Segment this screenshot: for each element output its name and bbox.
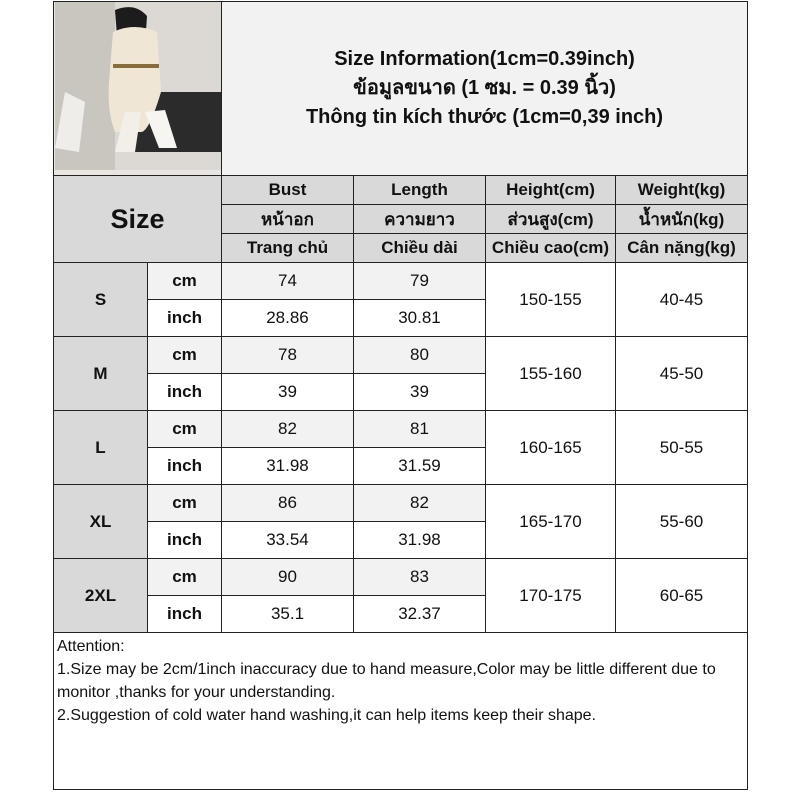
column-header: Bust	[221, 175, 354, 205]
length-inch: 30.81	[353, 299, 486, 337]
table-row: M cm 78 80 155-160 45-50	[53, 336, 749, 411]
note-2: 2.Suggestion of cold water hand washing,…	[57, 707, 596, 724]
unit-label: inch	[147, 595, 222, 633]
title-th: ข้อมูลขนาด (1 ซม. = 0.39 นิ้ว)	[353, 77, 616, 99]
size-name: M	[53, 336, 148, 411]
size-chart: Size Information(1cm=0.39inch) ข้อมูลขนา…	[52, 1, 749, 790]
weight-range: 45-50	[614, 336, 749, 411]
weight-range: 60-65	[614, 558, 749, 633]
length-cm: 81	[353, 410, 486, 448]
size-table: Size Information(1cm=0.39inch) ข้อมูลขนา…	[52, 1, 749, 790]
attention-notes: Attention: 1.Size may be 2cm/1inch inacc…	[52, 632, 749, 790]
column-header: Weight(kg)	[614, 175, 749, 205]
bust-cm: 74	[221, 262, 354, 300]
size-header: Size	[53, 175, 222, 263]
unit-label: inch	[147, 299, 222, 337]
unit-label: cm	[147, 336, 222, 374]
size-name: 2XL	[53, 558, 148, 633]
bust-inch: 39	[221, 373, 354, 411]
table-row: inch 31.98 31.59	[54, 447, 748, 485]
unit-label: cm	[147, 484, 222, 522]
size-name: S	[53, 262, 148, 337]
height-range: 155-160	[485, 336, 616, 411]
weight-range: 50-55	[614, 410, 749, 485]
note-1: 1.Size may be 2cm/1inch inaccuracy due t…	[57, 661, 716, 701]
table-row: inch 39 39	[54, 373, 748, 411]
column-header: น้ำหนัก(kg)	[614, 204, 749, 234]
column-header: ความยาว	[353, 204, 486, 234]
column-header: Chiều dài	[353, 233, 486, 263]
table-row: S cm 74 79 150-155 40-45	[53, 262, 749, 337]
bust-inch: 35.1	[221, 595, 354, 633]
column-header: Trang chủ	[221, 233, 354, 263]
column-header: Chiều cao(cm)	[485, 233, 616, 263]
column-header: ส่วนสูง(cm)	[485, 204, 616, 234]
size-name: XL	[53, 484, 148, 559]
unit-label: inch	[147, 521, 222, 559]
table-row: inch 35.1 32.37	[54, 595, 748, 633]
column-header: Cân nặng(kg)	[614, 233, 749, 263]
height-range: 150-155	[485, 262, 616, 337]
length-cm: 79	[353, 262, 486, 300]
column-header: หน้าอก	[221, 204, 354, 234]
table-row: inch 33.54 31.98	[54, 521, 748, 559]
size-name: L	[53, 410, 148, 485]
notes-heading: Attention:	[57, 638, 125, 655]
length-inch: 31.59	[353, 447, 486, 485]
table-row: inch 28.86 30.81	[54, 299, 748, 337]
height-range: 160-165	[485, 410, 616, 485]
bust-cm: 86	[221, 484, 354, 522]
unit-label: cm	[147, 558, 222, 596]
unit-label: inch	[147, 373, 222, 411]
bust-cm: 90	[221, 558, 354, 596]
table-row: L cm 82 81 160-165 50-55	[53, 410, 749, 485]
length-inch: 32.37	[353, 595, 486, 633]
bust-cm: 82	[221, 410, 354, 448]
length-inch: 31.98	[353, 521, 486, 559]
unit-label: cm	[147, 410, 222, 448]
height-range: 165-170	[485, 484, 616, 559]
unit-label: inch	[147, 447, 222, 485]
table-row: XL cm 86 82 165-170 55-60	[53, 484, 749, 559]
weight-range: 40-45	[614, 262, 749, 337]
title-vi: Thông tin kích thước (1cm=0,39 inch)	[305, 106, 664, 128]
bust-inch: 31.98	[221, 447, 354, 485]
length-inch: 39	[353, 373, 486, 411]
bust-cm: 78	[221, 336, 354, 374]
length-cm: 80	[353, 336, 486, 374]
column-header: Height(cm)	[485, 175, 616, 205]
bust-inch: 33.54	[221, 521, 354, 559]
bust-inch: 28.86	[221, 299, 354, 337]
product-photo	[53, 1, 222, 176]
unit-label: cm	[147, 262, 222, 300]
column-header: Length	[353, 175, 486, 205]
weight-range: 55-60	[614, 484, 749, 559]
height-range: 170-175	[485, 558, 616, 633]
title-cell: Size Information(1cm=0.39inch) ข้อมูลขนา…	[220, 1, 749, 176]
length-cm: 82	[353, 484, 486, 522]
title-en: Size Information(1cm=0.39inch)	[334, 48, 635, 70]
length-cm: 83	[353, 558, 486, 596]
model-photo-illustration	[54, 2, 221, 170]
table-row: 2XL cm 90 83 170-175 60-65	[53, 558, 749, 633]
